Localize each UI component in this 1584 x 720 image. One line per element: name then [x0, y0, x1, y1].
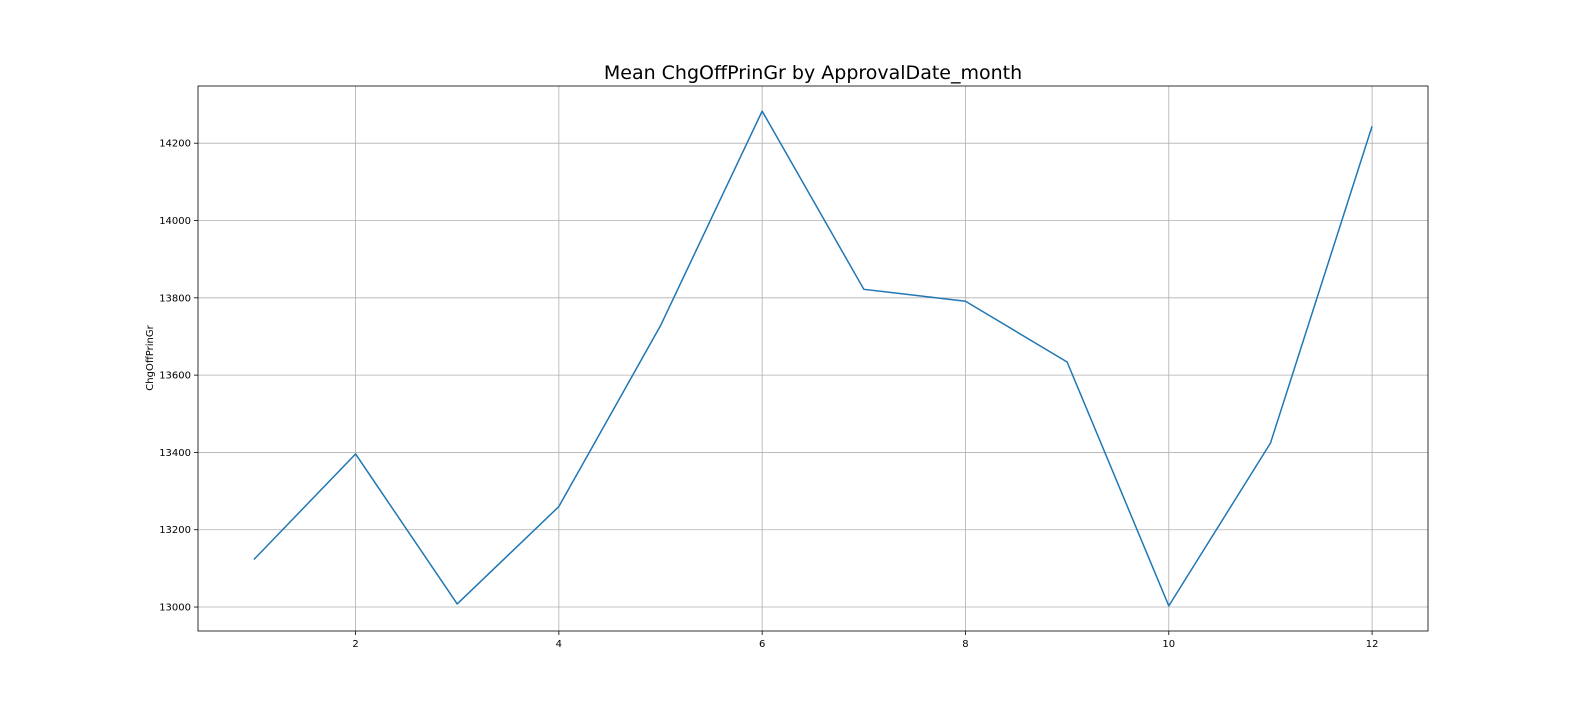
y-axis-label: ChgOffPrinGr — [145, 324, 156, 390]
grid — [198, 86, 1428, 631]
series-layer — [253, 110, 1373, 607]
y-tick-label: 13800 — [159, 293, 191, 304]
x-tick-label: 2 — [352, 639, 358, 650]
plot-frame — [197, 85, 1429, 632]
series-line — [253, 110, 1373, 607]
chart-title: Mean ChgOffPrinGr by ApprovalDate_month — [604, 62, 1022, 84]
y-tick-label: 13200 — [159, 525, 191, 536]
x-tick-label: 10 — [1162, 639, 1175, 650]
x-tick-label: 4 — [556, 639, 562, 650]
y-tick-label: 13400 — [159, 448, 191, 459]
x-tick-label: 8 — [962, 639, 968, 650]
y-tick-label: 14200 — [159, 139, 191, 150]
x-tick-label: 12 — [1366, 639, 1379, 650]
x-tick-label: 6 — [759, 639, 765, 650]
y-tick-label: 13600 — [159, 371, 191, 382]
y-tick-label: 13000 — [159, 603, 191, 614]
y-tick-label: 14000 — [159, 216, 191, 227]
ticks: 2 4 6 8 10 12 13000 13200 13400 13600 13800 14000 14… — [159, 139, 1378, 650]
